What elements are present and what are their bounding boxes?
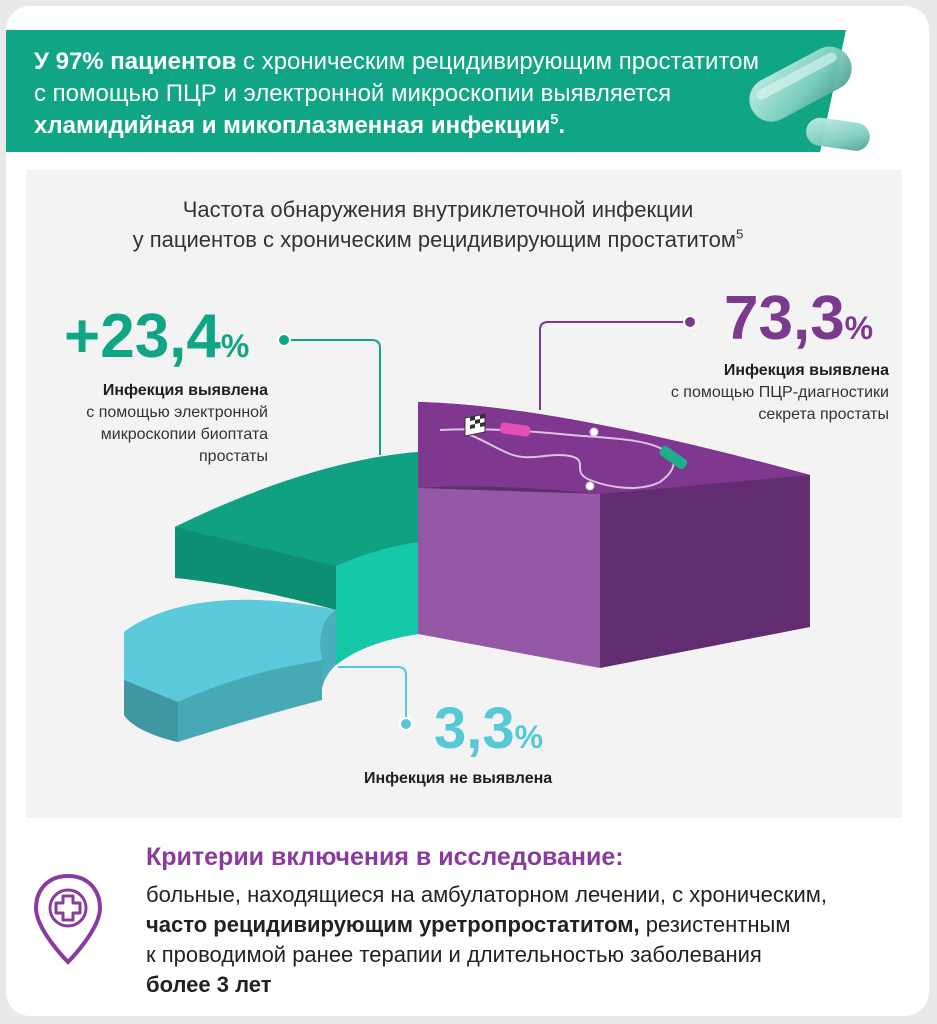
chart-segment-negative — [124, 599, 336, 742]
value-label-microscopy: +23,4% — [64, 302, 250, 371]
caption-pcr: Инфекция выявлена с помощью ПЦР-диагност… — [670, 362, 889, 423]
chart-segment-microscopy — [175, 452, 418, 665]
value-label-pcr: 73,3% — [724, 284, 874, 353]
caption-microscopy: Инфекция выявлена с помощью электронной … — [86, 382, 268, 465]
criteria-line-1: больные, находящиеся на амбулаторном леч… — [146, 882, 827, 907]
banner-line-1: У 97% пациентов с хроническим рецидивиру… — [34, 48, 759, 75]
criteria-line-4: более 3 лет — [146, 972, 272, 997]
bacteria-illustration-icon — [749, 30, 906, 152]
header-banner: У 97% пациентов с хроническим рецидивиру… — [6, 30, 906, 152]
banner-line-2: с помощью ПЦР и электронной микроскопии … — [34, 80, 672, 107]
leader-line-pcr — [539, 315, 697, 410]
value-label-negative: 3,3% — [434, 696, 544, 761]
chart-title-line-1: Частота обнаружения внутриклеточной инфе… — [182, 197, 694, 222]
chart-segment-pcr — [418, 402, 810, 668]
banner-line-3: хламидийная и микоплазменная инфекции5. — [34, 112, 566, 139]
caption-negative: Инфекция не выявлена — [364, 770, 553, 787]
leader-line-microscopy — [277, 333, 381, 455]
criteria-line-3: к проводимой ранее терапии и длительност… — [146, 942, 762, 967]
criteria-line-2: часто рецидивирующим уретропростатитом, … — [146, 912, 791, 937]
criteria-title: Критерии включения в исследование: — [146, 843, 624, 871]
medical-cross-pin-icon — [33, 873, 103, 965]
chart-title-line-2: у пациентов с хроническим рецидивирующим… — [132, 226, 744, 252]
leader-line-negative — [338, 666, 413, 731]
